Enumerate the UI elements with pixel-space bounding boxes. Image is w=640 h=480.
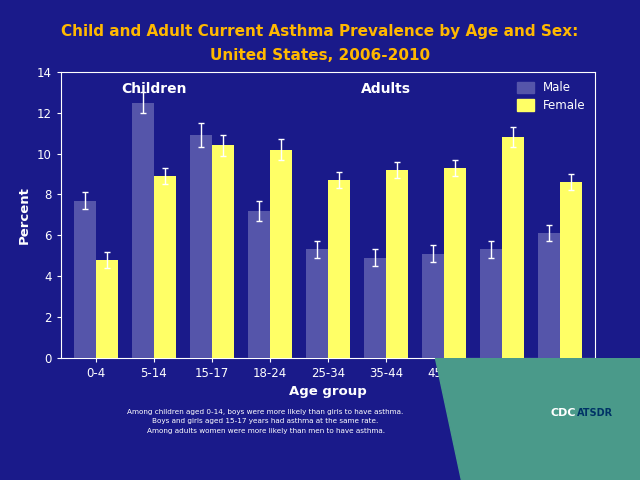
Legend: Male, Female: Male, Female — [514, 78, 589, 116]
Text: Child and Adult Current Asthma Prevalence by Age and Sex:: Child and Adult Current Asthma Prevalenc… — [61, 24, 579, 39]
Bar — [95, 260, 118, 358]
Bar — [480, 250, 502, 358]
Bar — [364, 258, 386, 358]
Bar — [328, 180, 350, 358]
Bar — [561, 182, 582, 358]
Bar — [306, 250, 328, 358]
Bar — [132, 103, 154, 358]
Text: CDC: CDC — [550, 408, 576, 418]
Bar — [212, 145, 234, 358]
Bar — [422, 253, 444, 358]
Bar — [502, 137, 524, 358]
Bar — [270, 150, 292, 358]
Text: ATSDR: ATSDR — [577, 408, 613, 418]
Y-axis label: Percent: Percent — [18, 186, 31, 244]
X-axis label: Age group: Age group — [289, 385, 367, 398]
Bar — [248, 211, 270, 358]
Bar — [538, 233, 561, 358]
Polygon shape — [435, 358, 640, 480]
Bar — [189, 135, 212, 358]
Text: United States, 2006-2010: United States, 2006-2010 — [210, 48, 430, 63]
Bar — [386, 170, 408, 358]
Bar — [74, 201, 95, 358]
Text: Children: Children — [121, 82, 186, 96]
Text: Among children aged 0-14, boys were more likely than girls to have asthma.
Boys : Among children aged 0-14, boys were more… — [127, 408, 404, 434]
Bar — [444, 168, 467, 358]
Bar — [154, 176, 176, 358]
Text: Adults: Adults — [361, 82, 411, 96]
